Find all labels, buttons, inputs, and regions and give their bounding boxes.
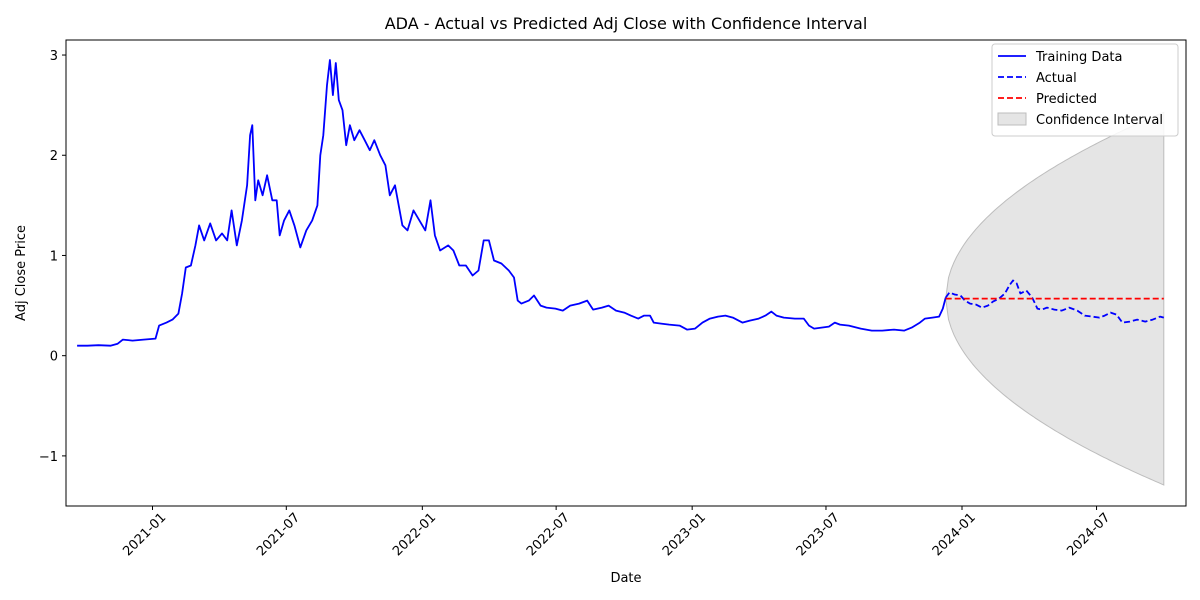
y-tick-label: −1 xyxy=(39,450,58,465)
y-tick-label: 0 xyxy=(50,350,58,365)
y-tick-label: 1 xyxy=(50,249,58,264)
series-line-actual xyxy=(944,279,1165,324)
y-axis-label: Adj Close Price xyxy=(14,225,29,321)
x-tick-label: 2022-01 xyxy=(390,510,439,559)
legend-label: Confidence Interval xyxy=(1036,113,1163,128)
x-tick-label: 2024-01 xyxy=(930,510,979,559)
axes-frame xyxy=(65,39,1187,507)
series-line-training-data xyxy=(77,59,947,347)
legend-label: Predicted xyxy=(1036,92,1097,107)
x-tick-label: 2023-07 xyxy=(794,510,843,559)
chart-title: ADA - Actual vs Predicted Adj Close with… xyxy=(385,14,868,33)
x-tick-label: 2024-07 xyxy=(1064,510,1113,559)
x-tick-label: 2022-07 xyxy=(524,510,573,559)
x-tick-label: 2021-07 xyxy=(254,510,303,559)
legend-label: Actual xyxy=(1036,71,1077,86)
y-tick-label: 3 xyxy=(50,49,58,64)
y-tick-label: 2 xyxy=(50,149,58,164)
series-layer xyxy=(77,59,1165,347)
x-tick-label: 2023-01 xyxy=(660,510,709,559)
legend-swatch xyxy=(997,112,1027,126)
x-tick-label: 2021-01 xyxy=(120,510,169,559)
x-axis-label: Date xyxy=(610,571,641,586)
legend: Training Data Actual Predicted Confidence I… xyxy=(991,43,1179,137)
legend-label: Training Data xyxy=(1035,50,1122,65)
legend-box xyxy=(991,43,1179,137)
